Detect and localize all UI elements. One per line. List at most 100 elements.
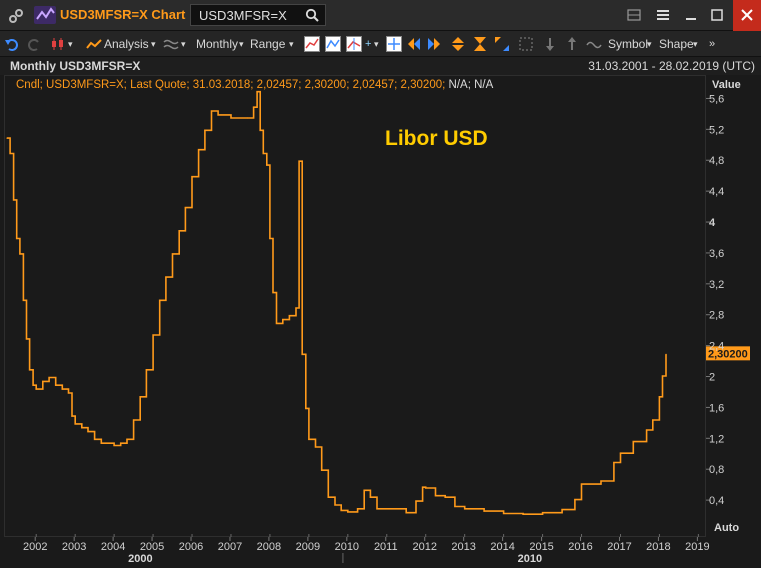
symbol-icon[interactable] [586,36,602,52]
candlestick-icon[interactable] [50,36,66,52]
link-icon[interactable] [8,8,24,24]
arrow-down-icon[interactable] [542,36,558,52]
data-point [61,388,63,390]
wave-dropdown-arrow[interactable]: ▾ [181,39,186,49]
data-point [301,353,303,355]
data-point [9,152,11,155]
data-point [171,253,174,255]
data-point [434,495,437,497]
scroll-left-icon[interactable] [406,36,422,52]
x-tick-label: 2016 [568,541,592,553]
y-tick-label: 5,2 [709,124,724,136]
chart-type-dropdown-arrow[interactable]: ▾ [68,39,73,49]
data-point [272,291,274,294]
data-point [6,137,8,139]
x-tick-label: 2005 [140,541,164,553]
data-point [369,496,372,498]
data-point [256,91,258,93]
menu-icon[interactable] [654,6,672,24]
range-menu[interactable]: Range [250,37,286,51]
interval-dropdown-arrow[interactable]: ▾ [239,39,244,49]
scroll-right-icon[interactable] [426,36,442,52]
y-axis-scale: Value 2,30200 Auto 0,4 0,8 1,2 1,6 2 2,4 2,8 3,… [706,79,750,534]
data-point [295,307,297,309]
data-point [658,396,661,398]
line-chart-icon[interactable] [304,36,320,52]
x-group-label: 2000 [128,553,152,563]
data-point [308,438,310,440]
x-tick-label: 2011 [374,541,398,553]
data-point [444,496,446,498]
x-axis[interactable]: 2002 2003 2004 2005 2006 2007 2008 2009 2010 2011… [4,537,761,565]
data-point [561,509,563,511]
maximize-icon[interactable] [708,6,726,24]
data-point [580,483,583,485]
symbol-search-value: USD3MFSR=X [199,8,287,23]
hourglass-icon[interactable] [472,36,488,52]
symbol-dropdown-arrow[interactable]: ▾ [647,39,652,49]
x-tick-label: 2012 [412,541,436,553]
data-point [210,110,213,112]
analysis-icon[interactable] [86,36,102,52]
data-point [541,512,544,514]
x-tick-label: 2009 [296,541,320,553]
wave-icon[interactable] [163,36,179,52]
data-point [55,384,57,386]
zoom-box-icon[interactable] [518,36,534,52]
area-chart-icon[interactable] [325,36,341,52]
y-tick-label: 5,6 [709,93,724,105]
data-point [139,396,141,398]
toolbar-overflow-chevron-icon[interactable]: » [709,38,716,50]
data-point [217,114,219,116]
last-value-label: 2,30200 [708,348,748,360]
minimize-icon[interactable] [682,6,700,24]
crosshair-icon[interactable] [386,36,402,52]
data-point [259,129,261,131]
data-point [652,419,654,421]
y-tick-label: 1,6 [709,402,724,414]
auto-scale-button[interactable]: Auto [714,522,739,534]
x-tick-label: 2013 [451,541,475,553]
data-point [48,376,50,379]
interval-menu[interactable]: Monthly [196,37,239,51]
data-point [152,334,154,336]
compare-chart-icon[interactable] [346,36,362,52]
shape-dropdown-arrow[interactable]: ▾ [693,39,698,49]
undo-icon[interactable] [4,36,20,52]
range-dropdown-arrow[interactable]: ▾ [289,39,294,49]
zoom-vertical-icon[interactable] [450,36,466,52]
legend-quote: Cndl; USD3MFSR=X; Last Quote; 31.03.2018… [16,79,446,91]
series-line [7,90,667,515]
data-point [246,117,248,119]
data-point [298,160,300,162]
chart-series-title: Monthly USD3MFSR=X [10,59,141,73]
x-tick-label: 2008 [257,541,281,553]
data-point [16,237,18,240]
data-point [262,152,264,155]
data-point [574,498,576,501]
fit-icon[interactable] [494,36,510,52]
chart-header: Monthly USD3MFSR=X 31.03.2001 - 28.02.20… [0,57,761,75]
layout-icon[interactable] [625,6,643,24]
add-study-dropdown-arrow[interactable]: ▾ [374,39,379,49]
arrow-up-icon[interactable] [564,36,580,52]
window-title: USD3MFSR=X Chart [60,7,186,22]
plot-area[interactable] [4,75,706,538]
close-button[interactable] [733,0,761,31]
add-study-icon[interactable]: + [365,38,372,50]
data-point [422,486,424,488]
data-point [87,430,89,433]
shape-menu[interactable]: Shape [659,37,694,51]
data-point [503,512,505,515]
search-icon[interactable] [305,8,319,22]
redo-icon[interactable] [26,36,42,52]
symbol-search-input[interactable]: USD3MFSR=X [190,4,326,26]
analysis-menu[interactable]: Analysis [104,37,149,51]
data-point [22,299,24,301]
analysis-dropdown-arrow[interactable]: ▾ [151,39,156,49]
data-point [198,149,200,151]
data-point [126,438,128,440]
y-axis[interactable]: Value 2,30200 Auto 0,4 0,8 1,2 1,6 2 2,4 2,8 3,… [706,75,761,537]
x-tick-label: 2014 [490,541,514,553]
symbol-menu[interactable]: Symbol [608,37,649,51]
